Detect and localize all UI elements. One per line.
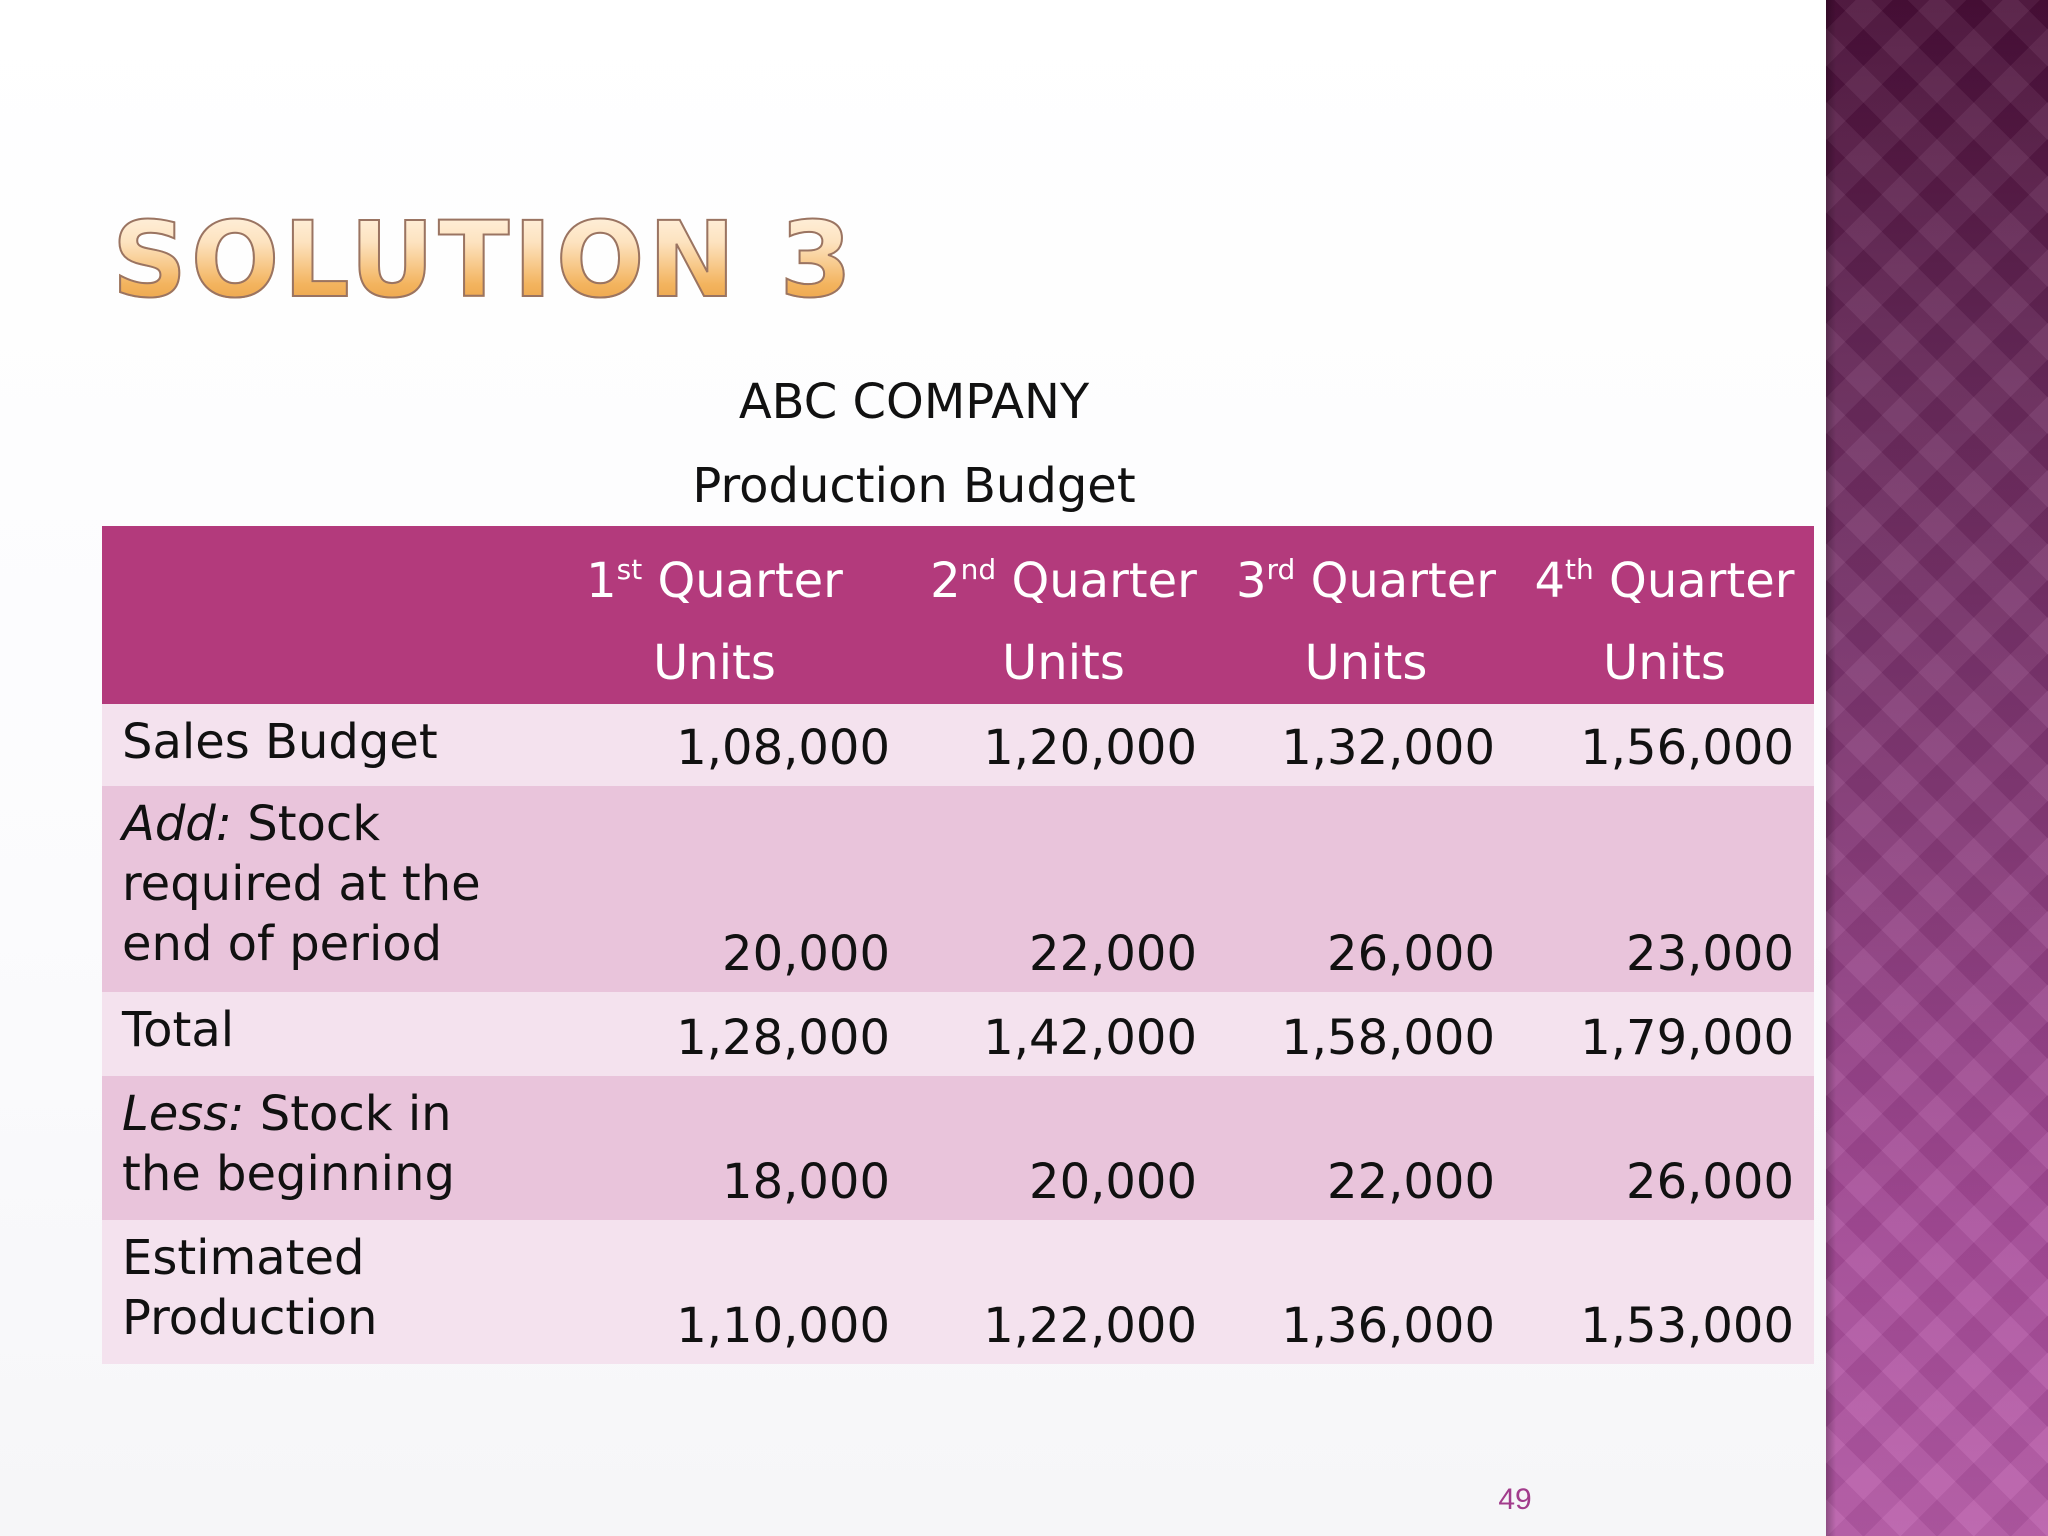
quarter-unit: Units	[1002, 635, 1125, 691]
row-label-text: Sales Budget	[122, 714, 438, 770]
row-opening-stock: Less: Stock in the beginning 18,000 20,00…	[102, 1076, 1814, 1220]
header-empty-cell	[102, 526, 519, 704]
row-label-text: Production	[122, 1290, 378, 1346]
cell-value: 1,42,000	[983, 1010, 1197, 1066]
cell-value: 1,32,000	[1281, 720, 1495, 776]
cell-value: 20,000	[722, 926, 890, 982]
row-label-text: the beginning	[122, 1146, 455, 1202]
quarter-number: 4	[1534, 553, 1566, 609]
slide-title: SOLUTION 3	[111, 199, 856, 321]
quarter-unit: Units	[1603, 635, 1726, 691]
cell-value: 1,10,000	[676, 1298, 890, 1354]
header-quarter-3: 3rd Quarter Units	[1217, 526, 1515, 704]
header-quarter-2: 2nd Quarter Units	[910, 526, 1217, 704]
header-quarter-1: 1st Quarter Units	[519, 526, 910, 704]
table-body: Sales Budget 1,08,000 1,20,000 1,32,000 …	[102, 704, 1814, 1364]
row-total: Total 1,28,000 1,42,000 1,58,000 1,79,00…	[102, 992, 1814, 1076]
quarter-suffix: th	[1565, 553, 1594, 586]
cell-value: 22,000	[1029, 926, 1197, 982]
row-label: Estimated Production	[102, 1220, 519, 1364]
row-label-text: required at the	[122, 856, 481, 912]
cell-value: 1,22,000	[983, 1298, 1197, 1354]
quarter-number: 2	[930, 553, 961, 609]
row-label-prefix: Less:	[122, 1086, 245, 1142]
production-budget-table: 1st Quarter Units 2nd Quarter Units 3rd …	[102, 526, 1814, 1364]
company-name: ABC COMPANY	[738, 374, 1090, 430]
quarter-label: Quarter	[1310, 553, 1497, 609]
row-label: Total	[102, 992, 519, 1076]
quarter-suffix: st	[616, 553, 643, 586]
row-label: Less: Stock in the beginning	[102, 1076, 519, 1220]
budget-subtitle: Production Budget	[692, 458, 1136, 514]
cell-value: 20,000	[1029, 1154, 1197, 1210]
cell-value: 26,000	[1327, 926, 1495, 982]
cell-value: 1,58,000	[1281, 1010, 1495, 1066]
quarter-unit: Units	[653, 635, 776, 691]
row-label-text: Total	[122, 1002, 235, 1058]
quarter-label: Quarter	[657, 553, 843, 609]
cell-value: 26,000	[1626, 1154, 1794, 1210]
cell-value: 1,56,000	[1580, 720, 1794, 776]
quarter-label: Quarter	[1609, 553, 1795, 609]
header-row: 1st Quarter Units 2nd Quarter Units 3rd …	[102, 526, 1814, 704]
decorative-side-panel	[1826, 0, 2048, 1536]
row-label: Add: Stock required at the end of period	[102, 786, 519, 992]
row-closing-stock: Add: Stock required at the end of period 2…	[102, 786, 1814, 992]
header-quarter-4: 4th Quarter Units	[1515, 526, 1814, 704]
row-label-text: Estimated	[122, 1230, 365, 1286]
table-header: 1st Quarter Units 2nd Quarter Units 3rd …	[102, 526, 1814, 704]
cell-value: 1,79,000	[1580, 1010, 1794, 1066]
cell-value: 1,20,000	[983, 720, 1197, 776]
slide: SOLUTION 3 ABC COMPANY Production Budget…	[0, 0, 1826, 1536]
cell-value: 23,000	[1626, 926, 1794, 982]
cell-value: 1,36,000	[1281, 1298, 1495, 1354]
quarter-number: 3	[1235, 553, 1267, 609]
row-label-prefix: Add:	[122, 796, 232, 852]
cell-value: 22,000	[1327, 1154, 1495, 1210]
row-sales-budget: Sales Budget 1,08,000 1,20,000 1,32,000 …	[102, 704, 1814, 786]
cell-value: 1,08,000	[676, 720, 890, 776]
quarter-suffix: rd	[1266, 553, 1296, 586]
row-label-text: Stock	[247, 796, 381, 852]
row-label-text: Stock in	[259, 1086, 452, 1142]
row-label: Sales Budget	[102, 704, 519, 786]
quarter-unit: Units	[1304, 635, 1428, 691]
quarter-number: 1	[586, 553, 617, 609]
cell-value: 1,28,000	[676, 1010, 890, 1066]
row-estimated-production: Estimated Production 1,10,000 1,22,000 1,…	[102, 1220, 1814, 1364]
cell-value: 1,53,000	[1580, 1298, 1794, 1354]
quarter-label: Quarter	[1011, 553, 1197, 609]
page-number: 49	[1498, 1483, 1532, 1516]
quarter-suffix: nd	[960, 553, 997, 586]
row-label-text: end of period	[122, 916, 443, 972]
cell-value: 18,000	[722, 1154, 890, 1210]
